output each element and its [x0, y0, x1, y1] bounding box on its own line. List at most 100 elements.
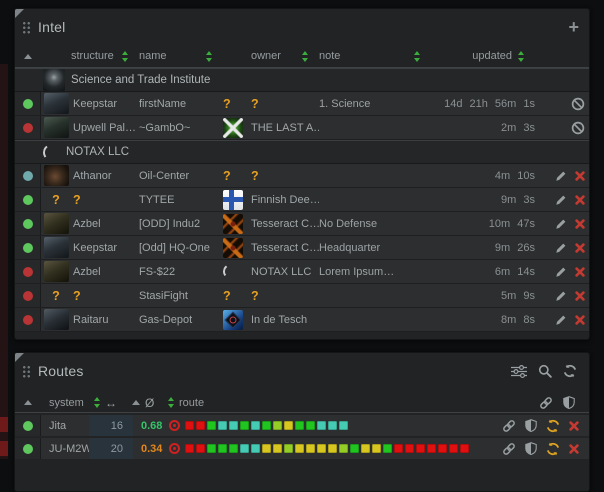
structure-name: ~GambO~	[139, 122, 190, 134]
status-dot	[23, 421, 33, 431]
intel-group-row[interactable]: Science and Trade Institute	[15, 68, 589, 92]
route-square	[372, 444, 381, 453]
note: 1. Science	[319, 98, 370, 110]
route-square	[251, 421, 260, 430]
shield-icon[interactable]	[525, 419, 537, 432]
column-header-sort[interactable]	[15, 54, 41, 59]
delete-icon[interactable]	[575, 315, 585, 325]
route-start-icon	[169, 420, 180, 431]
route-square	[262, 421, 271, 430]
structure-type: ?	[73, 193, 81, 207]
link-icon[interactable]	[502, 419, 516, 433]
background-row-fragment	[0, 441, 8, 456]
structure-image	[44, 309, 69, 330]
column-header-system[interactable]: system	[41, 397, 89, 409]
structure-image	[44, 93, 69, 114]
updated-time: 8m 8s	[501, 314, 535, 326]
column-header-sort[interactable]	[15, 400, 41, 405]
intel-row[interactable]: Upwell Pal…~GambO~THE LAST A…2m 3s	[15, 116, 589, 140]
column-header-name[interactable]: name	[139, 50, 223, 62]
delete-icon[interactable]	[575, 267, 585, 277]
delete-icon[interactable]	[575, 219, 585, 229]
edit-icon[interactable]	[555, 266, 567, 278]
column-header-note[interactable]: note	[319, 50, 431, 62]
route-square	[229, 421, 238, 430]
routes-panel-header: Routes	[15, 353, 589, 383]
route-square	[196, 444, 205, 453]
route-square	[273, 444, 282, 453]
owner-logo	[223, 190, 243, 210]
settings-sliders-icon[interactable]	[511, 365, 527, 378]
link-icon[interactable]	[502, 442, 516, 456]
sort-both-icon-wrap[interactable]	[89, 397, 105, 408]
edit-icon[interactable]	[555, 170, 567, 182]
background-edge-strip	[0, 64, 8, 459]
status-dot	[23, 219, 33, 229]
route-square	[295, 444, 304, 453]
ban-icon[interactable]	[571, 97, 585, 111]
sort-asc-icon	[132, 400, 140, 405]
route-square	[306, 444, 315, 453]
sort-both-icon	[414, 51, 421, 62]
intel-group-row[interactable]: NOTAX LLC	[15, 140, 589, 164]
structure-type: Azbel	[73, 266, 101, 278]
refresh-icon[interactable]	[546, 442, 560, 456]
intel-panel: Intel + structure name owner note update…	[14, 8, 590, 340]
delete-icon[interactable]	[575, 195, 585, 205]
jumps-column-icon[interactable]: ↔	[105, 396, 127, 410]
avg-security-column-icon[interactable]: Ø	[145, 396, 163, 410]
updated-time: 14d 21h 56m 1s	[444, 98, 535, 110]
shield-icon[interactable]	[563, 396, 575, 410]
edit-icon[interactable]	[555, 194, 567, 206]
column-header-updated[interactable]: updated	[431, 50, 535, 62]
shield-icon[interactable]	[525, 442, 537, 455]
structure-type: Azbel	[73, 218, 101, 230]
owner-logo	[223, 310, 243, 330]
note: Lorem Ipsum…	[319, 266, 394, 278]
edit-icon[interactable]	[555, 290, 567, 302]
edit-icon[interactable]	[555, 218, 567, 230]
delete-icon[interactable]	[575, 291, 585, 301]
sort-both-icon-wrap[interactable]	[163, 397, 179, 408]
route-square	[284, 444, 293, 453]
intel-row[interactable]: ??StasiFight??5m 9s	[15, 284, 589, 308]
delete-icon[interactable]	[575, 243, 585, 253]
route-square	[284, 421, 293, 430]
avg-security: 0.34	[133, 443, 169, 455]
route-square	[240, 444, 249, 453]
route-square	[185, 421, 194, 430]
column-header-structure[interactable]: structure	[71, 50, 139, 62]
search-icon[interactable]	[538, 364, 552, 378]
route-square	[328, 421, 337, 430]
route-square	[207, 444, 216, 453]
sort-asc-icon-wrap[interactable]	[127, 400, 145, 405]
panel-title: Intel	[38, 19, 65, 35]
add-button[interactable]: +	[568, 20, 579, 34]
route-square	[361, 444, 370, 453]
link-icon[interactable]	[539, 396, 553, 410]
drag-handle-icon[interactable]	[22, 21, 31, 34]
delete-icon[interactable]	[569, 421, 579, 431]
column-header-owner[interactable]: owner	[251, 50, 319, 62]
refresh-icon[interactable]	[563, 364, 577, 378]
route-square	[240, 421, 249, 430]
delete-icon[interactable]	[575, 171, 585, 181]
delete-icon[interactable]	[569, 444, 579, 454]
edit-icon[interactable]	[555, 314, 567, 326]
refresh-icon[interactable]	[546, 419, 560, 433]
status-dot	[23, 123, 33, 133]
drag-handle-icon[interactable]	[22, 365, 31, 378]
column-header-route[interactable]: route	[179, 397, 493, 409]
edit-icon[interactable]	[555, 242, 567, 254]
ban-icon[interactable]	[571, 121, 585, 135]
status-dot	[23, 291, 33, 301]
